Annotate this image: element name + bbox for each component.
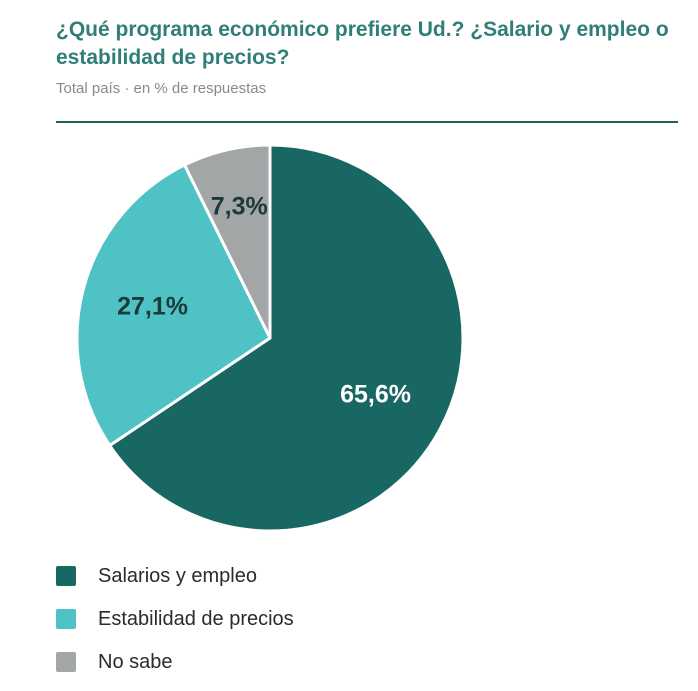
legend-swatch	[56, 566, 76, 586]
legend-swatch	[56, 652, 76, 672]
pie-slice-no-sabe	[183, 143, 272, 340]
data-label-estabilidad-de-precios: 27,1%	[117, 293, 188, 321]
legend-label: No sabe	[98, 650, 173, 673]
data-label-salarios-y-empleo: 65,6%	[340, 380, 411, 408]
chart-subtitle: Total país · en % de respuestas	[56, 80, 267, 97]
legend-label: Salarios y empleo	[98, 564, 257, 587]
legend-swatch	[56, 609, 76, 629]
legend: Salarios y empleo Estabilidad de precios N…	[56, 562, 294, 691]
data-label-no-sabe: 7,3%	[211, 192, 268, 220]
pie-labels: 65,6% 27,1% 7,3%	[117, 192, 411, 408]
legend-item-no-sabe: No sabe	[56, 648, 294, 676]
legend-label: Estabilidad de precios	[98, 607, 294, 630]
legend-item-estabilidad-de-precios: Estabilidad de precios	[56, 605, 294, 633]
legend-item-salarios-y-empleo: Salarios y empleo	[56, 562, 294, 590]
pie-slice-estabilidad-de-precios	[75, 163, 272, 447]
chart-title: ¿Qué programa económico prefiere Ud.? ¿S…	[56, 18, 669, 69]
pie-slices	[75, 143, 465, 533]
pie-slice-salarios-y-empleo	[108, 143, 465, 533]
title-divider	[56, 121, 678, 123]
pie-chart: 65,6% 27,1% 7,3%	[75, 143, 465, 533]
